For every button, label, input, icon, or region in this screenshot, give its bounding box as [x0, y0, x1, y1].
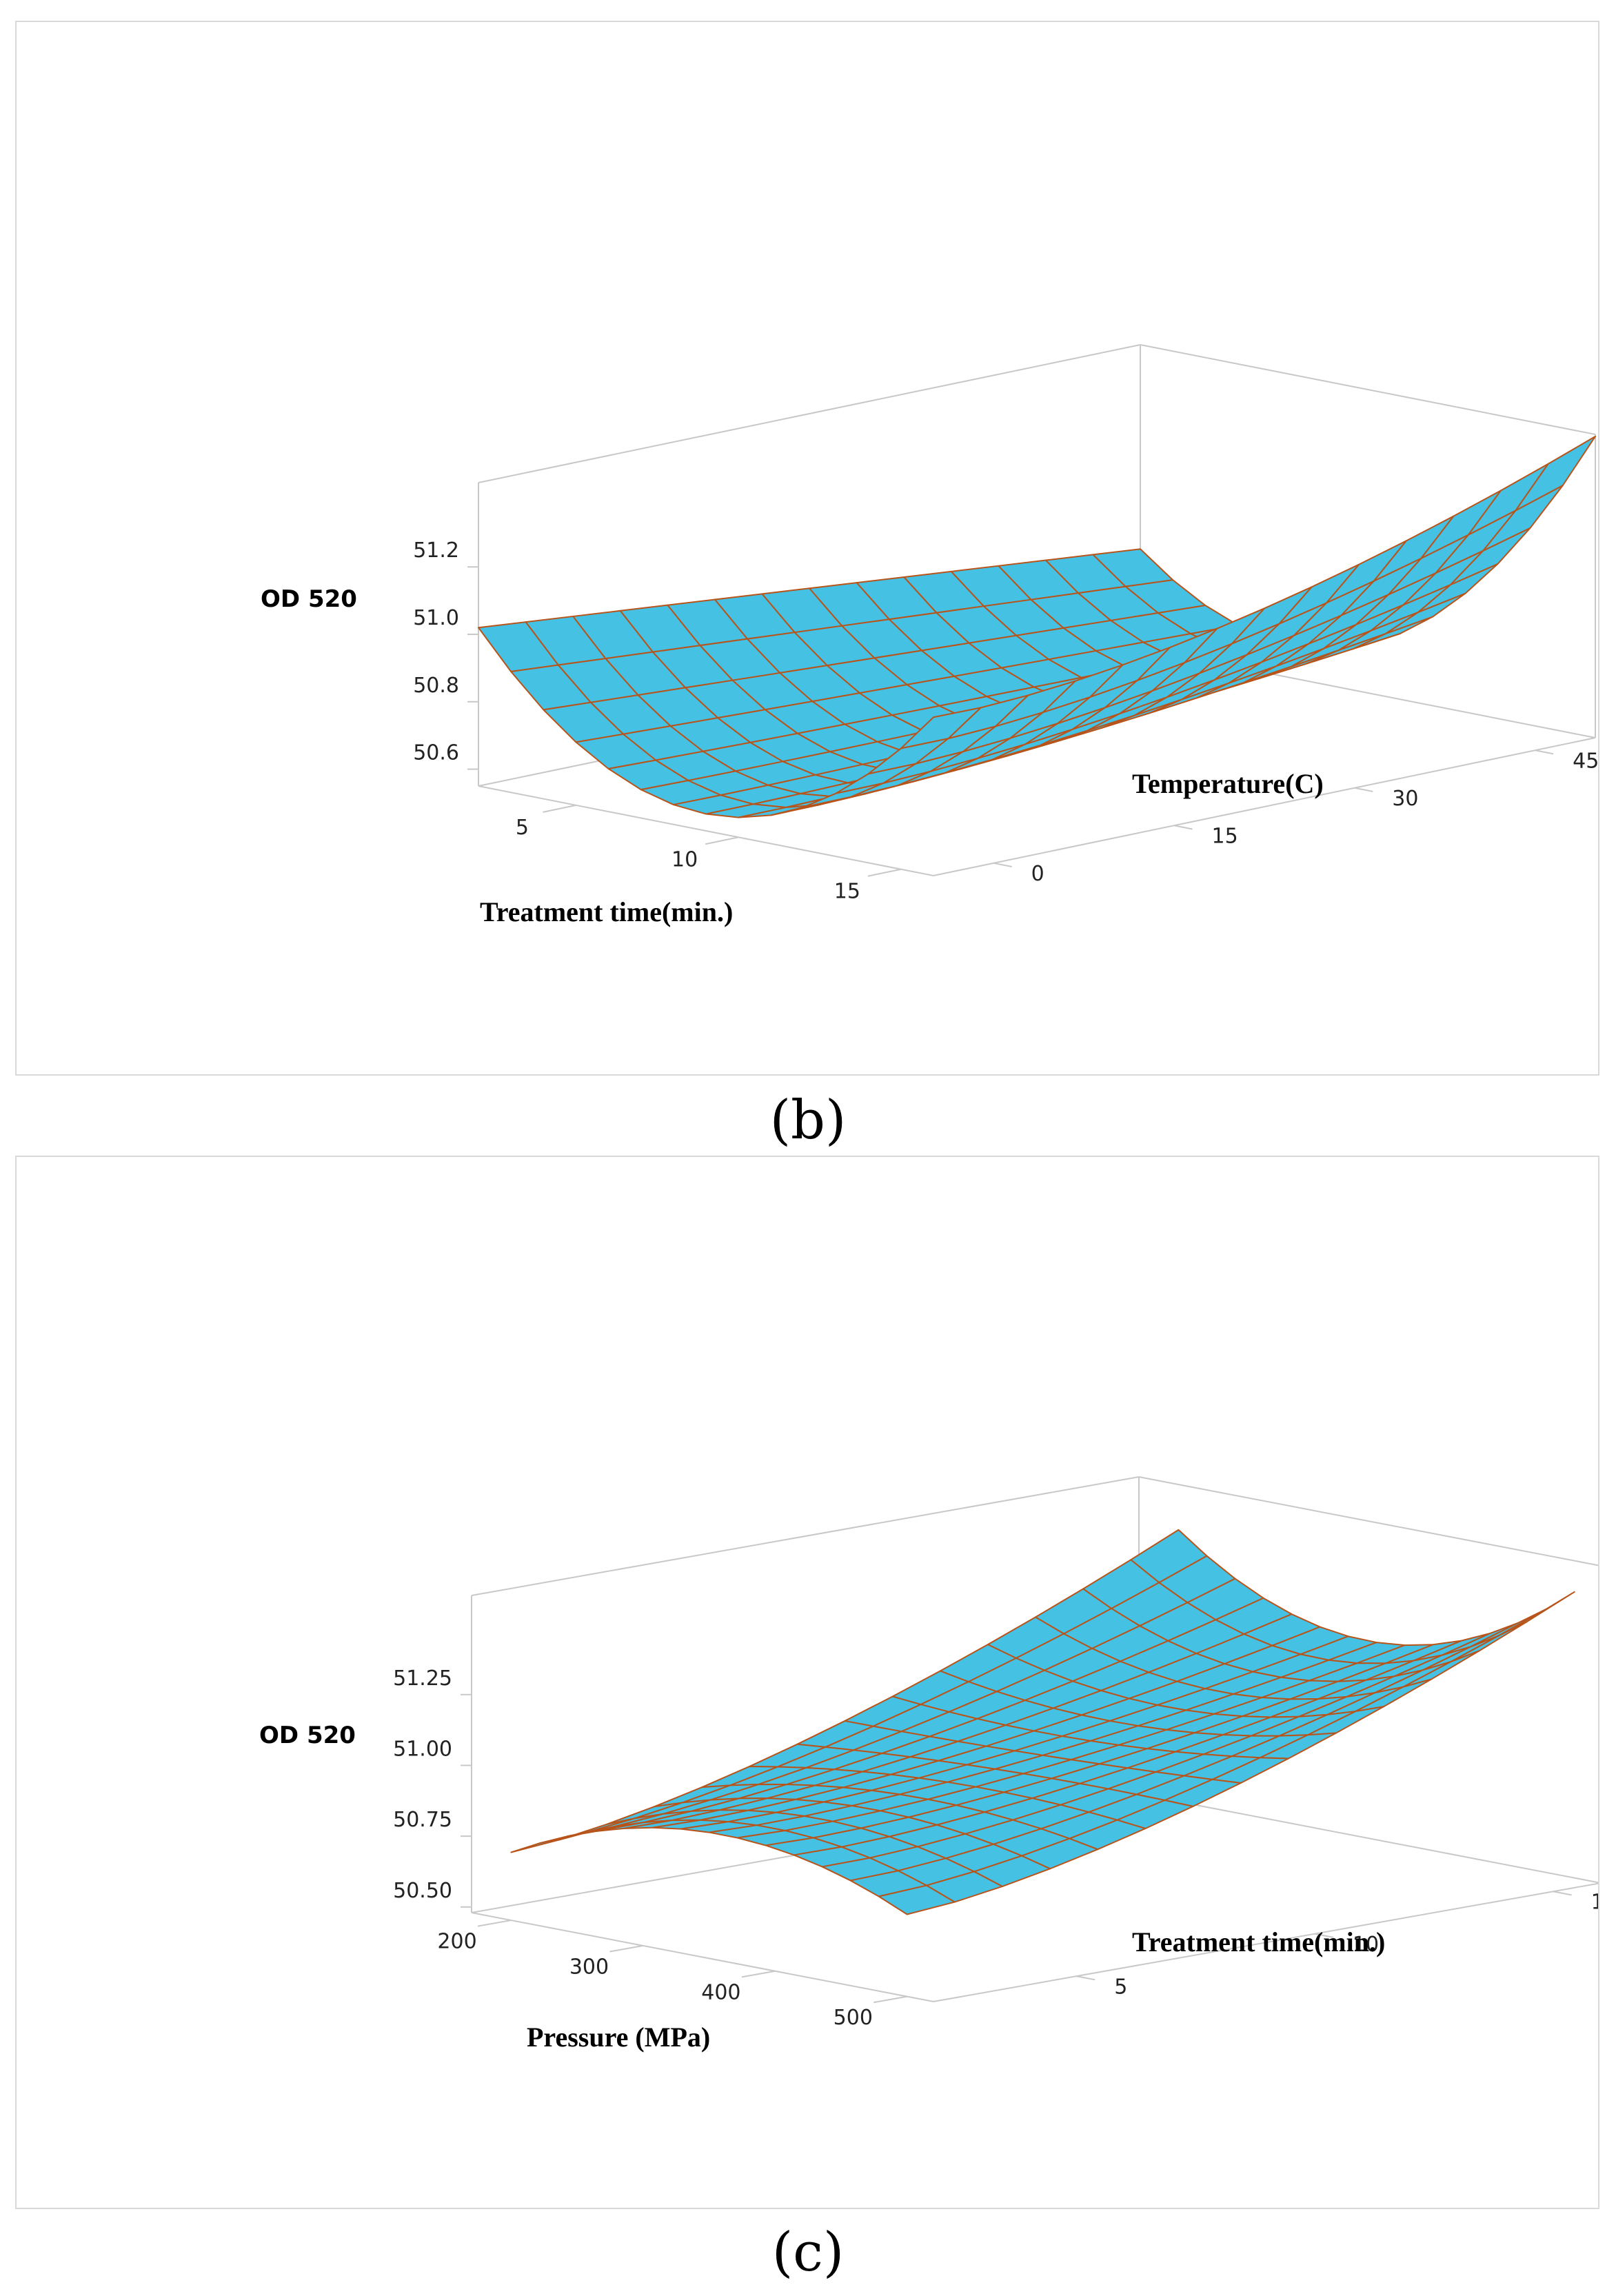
caption-b: (b) [769, 1089, 847, 1151]
z-tick-label: 50.50 [393, 1879, 452, 1903]
surface-cell [900, 707, 982, 749]
surface-cell [1497, 1591, 1575, 1637]
x-tick-mark [705, 836, 739, 845]
y-tick-mark [1553, 1891, 1572, 1896]
y-tick-mark [993, 862, 1012, 867]
x-tick-mark [609, 1944, 644, 1953]
y-axis-line [933, 737, 1596, 876]
z-tick-label: 51.25 [393, 1666, 452, 1691]
y-tick-label: 15 [1211, 824, 1238, 848]
x-tick-label: 400 [701, 1980, 740, 2004]
y-axis-title: Temperature(C) [1132, 768, 1324, 799]
y-axis-line [933, 1882, 1598, 2002]
y-tick-label: 10 [1353, 1933, 1379, 1957]
y-tick-mark [1535, 749, 1554, 755]
z-tick-label: 51.2 [413, 538, 459, 563]
surface-plot-b: 50.6 50.8 51.0 51.2 5 10 15 0 15 30 45 OD 520 Treatm… [15, 21, 1599, 1076]
z-tick-label: 50.8 [413, 674, 459, 698]
y-tick-label: 5 [1114, 1975, 1127, 1999]
x-tick-label: 15 [834, 880, 860, 904]
x-ticks: 5 10 15 [516, 804, 902, 904]
x-tick-label: 200 [437, 1930, 476, 1954]
surface-cell [878, 1884, 956, 1915]
y-tick-label: 30 [1392, 787, 1418, 811]
x-tick-label: 300 [569, 1955, 609, 1980]
x-tick-label: 500 [834, 2006, 873, 2030]
x-tick-label: 5 [516, 816, 529, 840]
x-axis-line [471, 1912, 934, 2002]
x-axis-line [478, 785, 934, 876]
z-tick-label: 51.00 [393, 1737, 452, 1761]
surface-mesh [510, 1529, 1575, 1915]
surface-plot-c: 50.50 50.75 51.00 51.25 200 300 400 500 5 10 15 OD … [15, 1156, 1599, 2209]
x-axis-title: Treatment time(min.) [480, 896, 733, 927]
x-tick-label: 10 [671, 847, 698, 872]
x-tick-mark [477, 1920, 512, 1927]
x-tick-mark [873, 1995, 907, 2004]
x-tick-mark [867, 868, 902, 877]
z-tick-label: 50.75 [393, 1808, 452, 1832]
surface-mesh [478, 435, 1596, 818]
y-ticks: 5 10 15 [1076, 1890, 1598, 1999]
surface-cell [1515, 435, 1596, 512]
z-axis-title: OD 520 [259, 1722, 356, 1749]
z-tick-label: 50.6 [413, 741, 459, 765]
y-tick-mark [1076, 1975, 1095, 1981]
z-tick-label: 51.0 [413, 606, 459, 630]
y-axis-title: Treatment time(min.) [1132, 1926, 1385, 1957]
x-tick-mark [741, 1970, 776, 1978]
surface-chart-b: 50.6 50.8 51.0 51.2 5 10 15 0 15 30 45 OD 520 Treatm… [261, 344, 1598, 927]
y-tick-mark [1173, 825, 1193, 830]
back-top-edge [1140, 344, 1596, 435]
left-top-edge [471, 1476, 1140, 1596]
y-tick-mark [1314, 1933, 1334, 1938]
z-ticks: 50.50 50.75 51.00 51.25 [393, 1666, 472, 1908]
z-axis-title: OD 520 [261, 585, 357, 613]
y-tick-label: 0 [1031, 862, 1044, 886]
back-top-edge [1138, 1476, 1598, 1567]
x-axis-title: Pressure (MPa) [527, 2022, 710, 2053]
caption-c: (c) [771, 2222, 845, 2284]
back-bottom-edge [1138, 1793, 1598, 1884]
y-tick-mark [1354, 787, 1373, 792]
y-tick-label: 45 [1573, 749, 1598, 773]
left-top-edge [478, 344, 1141, 483]
y-ticks: 0 15 30 45 [993, 749, 1598, 886]
x-tick-mark [543, 804, 576, 813]
x-ticks: 200 300 400 500 [437, 1920, 907, 2030]
y-tick-label: 15 [1591, 1890, 1598, 1914]
surface-chart-c: 50.50 50.75 51.00 51.25 200 300 400 500 5 10 15 OD … [259, 1476, 1598, 2053]
z-ticks: 50.6 50.8 51.0 51.2 [413, 538, 478, 770]
